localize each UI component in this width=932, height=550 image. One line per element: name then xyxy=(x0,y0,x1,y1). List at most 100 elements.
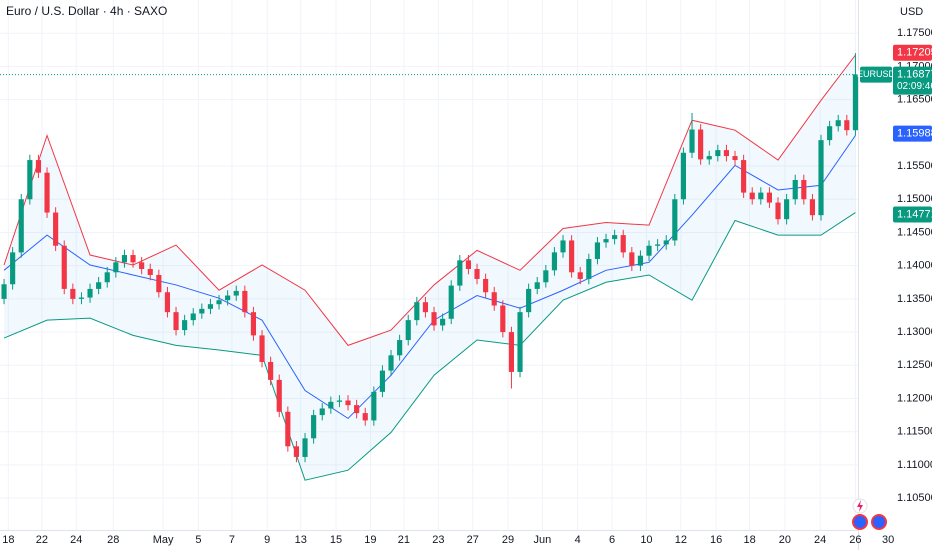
y-tick-label: 1.15500 xyxy=(897,160,932,172)
x-tick-label: 29 xyxy=(502,534,514,546)
candle-body xyxy=(242,290,248,313)
x-tick-label: 28 xyxy=(107,534,119,546)
candle-body xyxy=(766,192,773,203)
y-tick-label: 1.14500 xyxy=(897,226,932,238)
candle-body xyxy=(792,179,798,200)
x-tick-label: 20 xyxy=(779,534,791,546)
candle-body xyxy=(663,240,669,245)
x-tick-label: Jun xyxy=(534,534,552,546)
plot xyxy=(0,53,858,481)
candle-body xyxy=(18,199,24,253)
x-tick-label: 30 xyxy=(882,534,894,546)
candle-body xyxy=(207,304,214,309)
candle-body xyxy=(612,235,618,240)
x-tick-label: 10 xyxy=(640,534,652,546)
candle-body xyxy=(422,302,429,313)
candle-body xyxy=(336,400,343,402)
candle-body xyxy=(139,262,145,269)
candle-body xyxy=(121,255,128,263)
candle-body xyxy=(113,262,119,273)
candle-body xyxy=(1,284,7,299)
candle-body xyxy=(87,288,93,298)
y-tick-label: 1.11500 xyxy=(897,426,932,438)
x-tick-label: 4 xyxy=(575,534,581,546)
candle-body xyxy=(199,308,205,314)
price-badge xyxy=(893,125,932,142)
symbol-badge xyxy=(860,66,892,83)
candle-body xyxy=(311,415,317,439)
candle-body xyxy=(534,282,540,289)
candle-body xyxy=(268,361,274,380)
candle-body xyxy=(233,290,239,296)
candle-body xyxy=(526,288,532,313)
candle-body xyxy=(190,313,196,321)
currency: USD xyxy=(900,6,923,18)
candle-body xyxy=(173,312,179,331)
candle-body xyxy=(594,242,601,260)
y-tick-label: 1.16500 xyxy=(897,94,932,106)
candle-body xyxy=(27,160,33,200)
candle-body xyxy=(809,199,816,216)
event-icon[interactable] xyxy=(852,514,868,530)
event-icon[interactable] xyxy=(871,514,887,530)
y-tick-label: 1.14000 xyxy=(897,260,932,272)
last-price-badge xyxy=(893,66,932,95)
candle-body xyxy=(835,120,841,127)
candle-body xyxy=(577,272,583,279)
price-badge xyxy=(893,44,932,61)
candle-body xyxy=(293,446,300,457)
axes: 1.175001.170001.165001.155001.150001.145… xyxy=(2,27,932,546)
x-tick-label: 6 xyxy=(609,534,615,546)
candle-body xyxy=(758,192,764,200)
candle-body xyxy=(732,156,738,161)
x-tick-label: 19 xyxy=(364,534,376,546)
candle-body xyxy=(723,150,730,157)
candle-body xyxy=(156,274,162,293)
y-tick-label: 1.12500 xyxy=(897,359,932,371)
candle-body xyxy=(397,340,403,356)
candle-body xyxy=(551,252,558,271)
candle-body xyxy=(164,292,171,313)
y-tick-label: 1.10500 xyxy=(897,492,932,504)
candle-body xyxy=(96,282,102,289)
candle-body xyxy=(448,285,454,319)
candle-body xyxy=(388,355,394,371)
candle-body xyxy=(818,140,824,216)
candle-body xyxy=(474,268,480,279)
band-lower xyxy=(3,212,856,481)
candle-body xyxy=(483,278,489,293)
candle-body xyxy=(319,408,325,416)
candle-body xyxy=(560,240,566,253)
candle-body xyxy=(629,252,635,266)
y-tick-label: 1.11000 xyxy=(897,459,932,471)
candle-body xyxy=(276,379,282,412)
x-tick-label: 21 xyxy=(398,534,410,546)
candle-body xyxy=(182,320,188,331)
x-tick-label: 16 xyxy=(710,534,722,546)
x-tick-label: 5 xyxy=(195,534,201,546)
y-tick-label: 1.12000 xyxy=(897,392,932,404)
candle-body xyxy=(586,259,592,279)
candle-body xyxy=(259,335,265,362)
candle-body xyxy=(371,391,377,421)
alert-glyph xyxy=(857,500,863,512)
price-badge-label: 1.15988 xyxy=(897,128,932,140)
x-tick-label: 18 xyxy=(744,534,756,546)
symbol-label: EURUSD xyxy=(857,69,896,79)
candle-body xyxy=(354,405,360,414)
y-tick-label: 1.13500 xyxy=(897,293,932,305)
band-fill xyxy=(4,55,856,481)
grid xyxy=(0,0,858,530)
candle-body xyxy=(250,312,257,336)
band-upper xyxy=(3,54,856,346)
candle-body xyxy=(801,179,807,200)
candle-body xyxy=(379,370,386,392)
candle-body xyxy=(655,244,661,246)
candle-body xyxy=(285,411,291,447)
candle-body xyxy=(44,172,50,213)
candle-body xyxy=(431,312,437,326)
candle-body xyxy=(620,235,626,253)
candle-body xyxy=(672,199,678,241)
